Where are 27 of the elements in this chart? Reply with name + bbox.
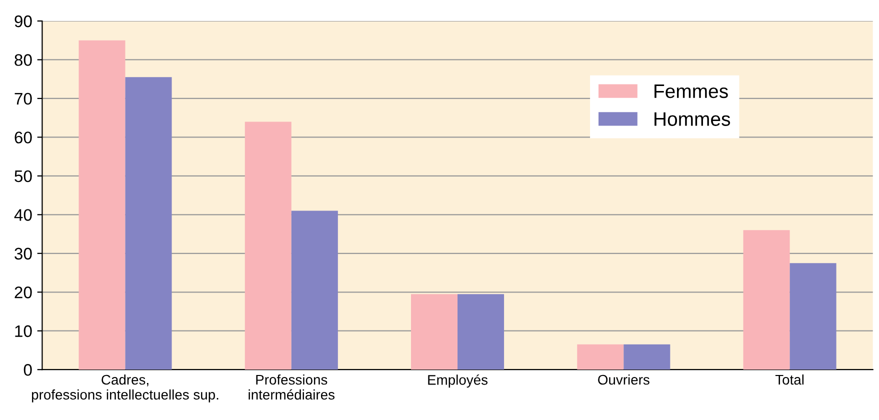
x-tick-label: Total <box>775 374 804 385</box>
y-tick-label: 30 <box>14 248 32 260</box>
bar <box>790 263 836 370</box>
bar <box>411 294 458 370</box>
bar <box>244 122 292 370</box>
bar <box>78 40 126 370</box>
y-tick-label: 70 <box>14 92 32 105</box>
legend-label: Hommes <box>654 112 730 126</box>
y-tick-label: 80 <box>14 54 32 66</box>
y-tick-label: 40 <box>14 209 32 221</box>
y-tick-label: 10 <box>15 325 32 338</box>
x-tick-label: Ouvriers <box>598 374 650 385</box>
bar <box>577 344 624 370</box>
y-tick-label: 0 <box>24 364 32 376</box>
bar <box>291 210 338 370</box>
y-tick-label: 60 <box>14 132 32 144</box>
x-tick-label: Cadres, professions intellectuelles sup. <box>32 374 218 402</box>
y-tick-label: 20 <box>14 286 32 298</box>
bar <box>743 230 790 370</box>
bar <box>624 344 670 370</box>
y-tick-label: 50 <box>14 170 32 182</box>
x-tick-label: Employés <box>428 374 488 388</box>
y-tick-label: 90 <box>14 15 32 28</box>
bar <box>458 294 504 370</box>
bar <box>125 77 172 370</box>
x-tick-label: Professions intermédiaires <box>248 374 335 400</box>
legend-label: Femmes <box>654 84 728 98</box>
